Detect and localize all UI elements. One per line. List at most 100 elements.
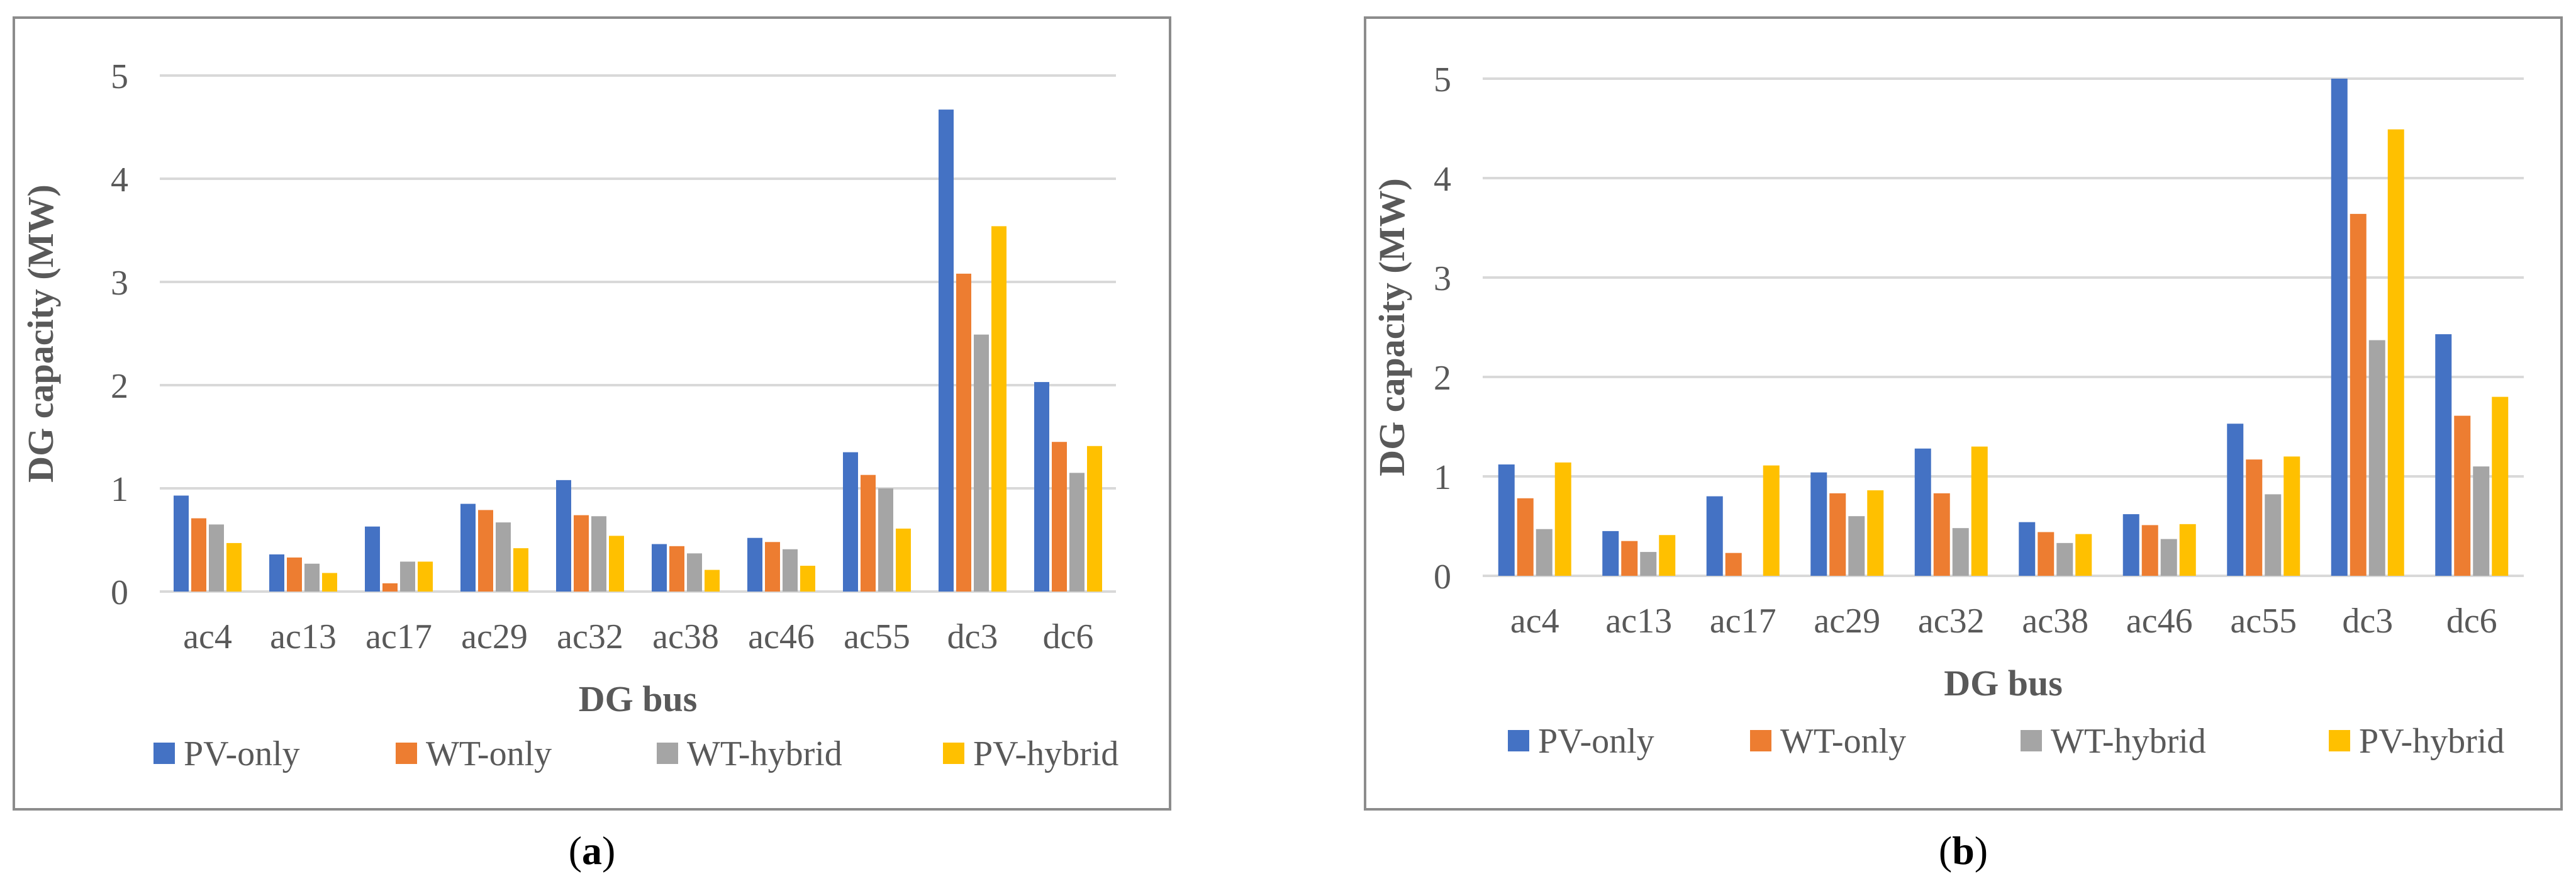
bar-pv-only-dc3 [2331,79,2348,576]
bar-pv-only-ac46 [2122,514,2139,576]
legend-label-wt-only: WT-only [426,734,552,773]
x-tick-label: ac4 [183,617,232,656]
legend-label-pv-hybrid: PV-hybrid [973,734,1118,773]
legend-label-pv-hybrid: PV-hybrid [2359,722,2504,761]
legend-swatch-pv-only [153,743,175,764]
bar-wt-hybrid-ac13 [304,563,320,592]
bar-wt-hybrid-ac17 [400,561,415,592]
legend-swatch-wt-only [1750,730,1771,751]
bar-wt-only-ac29 [1829,493,1846,576]
x-tick-label: dc6 [2446,602,2497,641]
bar-wt-hybrid-ac55 [878,488,893,592]
legend-label-pv-only: PV-only [1538,722,1654,761]
bar-wt-only-ac4 [191,518,206,592]
bar-pv-hybrid-ac17 [1763,465,1780,576]
x-tick-label: ac13 [270,617,337,656]
bar-wt-hybrid-dc6 [1069,473,1084,592]
y-tick-label: 5 [111,57,128,96]
bar-wt-only-ac46 [2141,525,2158,576]
legend-swatch-pv-hybrid [2329,730,2350,751]
x-tick-label: ac17 [1710,602,1776,641]
bar-pv-hybrid-ac38 [2075,534,2092,576]
bar-wt-hybrid-dc3 [2368,340,2385,576]
x-tick-label: ac46 [748,617,815,656]
bar-wt-only-ac13 [1621,541,1638,576]
x-tick-label: dc3 [2342,602,2393,641]
bar-pv-only-ac29 [1810,472,1827,576]
bar-pv-hybrid-ac4 [226,542,242,592]
bar-pv-hybrid-ac13 [322,573,337,592]
bar-pv-hybrid-dc6 [2492,396,2509,576]
x-tick-label: ac29 [461,617,528,656]
bar-wt-only-ac29 [478,510,493,592]
legend-label-pv-only: PV-only [184,734,300,773]
y-tick-label: 5 [1434,60,1451,99]
bar-pv-only-ac32 [556,480,571,592]
bar-wt-hybrid-ac38 [687,553,702,592]
y-tick-label: 4 [111,160,128,199]
y-tick-label: 1 [111,470,128,509]
caption-b-letter: b [1952,828,1975,873]
bar-pv-only-ac55 [2227,424,2244,576]
bar-pv-hybrid-ac55 [896,528,911,592]
bar-pv-only-ac17 [1706,496,1723,576]
legend-label-wt-only: WT-only [1780,722,1906,761]
caption-b: (b) [1938,828,1988,873]
bar-pv-hybrid-ac55 [2283,456,2300,576]
bar-wt-hybrid-dc6 [2473,466,2490,576]
x-tick-label: ac38 [652,617,719,656]
bar-pv-hybrid-ac13 [1659,535,1676,576]
x-tick-label: dc6 [1043,617,1094,656]
bar-wt-only-ac38 [669,546,684,592]
y-tick-label: 3 [111,264,128,303]
bar-wt-hybrid-dc3 [974,334,989,592]
bar-pv-hybrid-dc6 [1087,446,1102,592]
bar-pv-only-ac38 [652,544,667,592]
y-tick-label: 4 [1434,160,1451,199]
chart-a-svg: 0 1 2 3 4 5 ac4 ac13 ac17 ac29 ac32 ac38 ac46 ac55 dc3… [20,57,1118,773]
bar-pv-hybrid-ac46 [2179,524,2196,576]
bar-wt-hybrid-ac38 [2056,542,2073,576]
x-tick-label: ac38 [2022,602,2088,641]
x-tick-label: ac17 [365,617,432,656]
bar-wt-hybrid-ac46 [2160,539,2177,576]
bar-wt-only-dc6 [1052,442,1067,592]
bar-pv-only-ac4 [174,495,189,592]
chart-panel-a: 0 1 2 3 4 5 ac4 ac13 ac17 ac29 ac32 ac38 ac46 ac55 dc3… [13,16,1171,811]
bar-pv-hybrid-dc3 [991,226,1006,592]
bar-pv-only-ac4 [1498,464,1515,576]
chart-panel-b: 0 1 2 3 4 5 ac4 ac13 ac17 ac29 ac32 ac38 ac46 ac55 dc3… [1364,16,2563,811]
bar-pv-hybrid-ac4 [1554,462,1571,576]
bar-wt-hybrid-ac4 [1536,529,1553,576]
bar-wt-only-ac55 [861,475,876,592]
bar-pv-only-ac32 [1914,448,1931,576]
x-tick-label: ac32 [1918,602,1985,641]
bar-pv-hybrid-ac32 [609,536,624,592]
caption-a-letter: a [582,828,602,873]
x-tick-label: ac55 [844,617,910,656]
bar-wt-hybrid-ac46 [783,549,798,592]
bar-wt-only-ac55 [2246,459,2263,576]
legend-label-wt-hybrid: WT-hybrid [687,734,842,773]
legend-swatch-pv-hybrid [943,743,964,764]
y-tick-label: 3 [1434,259,1451,298]
bar-pv-only-dc3 [939,110,954,592]
x-tick-label: ac46 [2126,602,2193,641]
bar-pv-only-ac13 [1602,531,1619,576]
bar-wt-only-ac46 [765,542,780,592]
bar-wt-only-dc6 [2454,415,2471,576]
bar-wt-only-dc3 [2350,213,2367,576]
bar-pv-only-ac29 [460,503,476,592]
bar-pv-hybrid-ac46 [800,566,815,592]
bar-wt-only-ac17 [382,583,398,592]
y-axis-title: DG capacity (MW) [20,184,61,483]
y-tick-label: 2 [1434,359,1451,398]
y-axis-title: DG capacity (MW) [1371,178,1412,476]
y-tick-label: 0 [1434,558,1451,597]
bar-pv-only-ac46 [747,537,762,592]
y-tick-label: 2 [111,367,128,406]
bar-wt-only-ac13 [287,557,302,592]
bar-pv-only-dc6 [2435,334,2452,576]
caption-a: (a) [568,828,616,873]
x-tick-label: dc3 [947,617,998,656]
